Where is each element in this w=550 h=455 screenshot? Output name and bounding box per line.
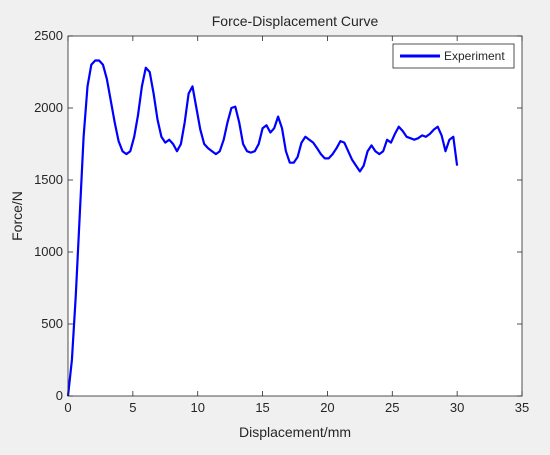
legend: Experiment [392,43,515,69]
x-tick-label: 5 [129,400,136,415]
x-tick-label: 20 [320,400,334,415]
y-tick-label: 2000 [34,100,63,115]
y-tick-label: 1000 [34,244,63,259]
axes-layer [67,35,523,397]
plot-frame [67,35,523,397]
x-tick-label: 10 [190,400,204,415]
series-layer [66,59,459,397]
x-tick-label: 35 [515,400,529,415]
series-line-0 [66,59,459,397]
y-tick-label: 2500 [34,28,63,43]
chart-title: Force-Displacement Curve [212,13,379,29]
y-tick-label: 0 [56,388,63,403]
plot-background [68,36,522,396]
y-tick-label: 1500 [34,172,63,187]
x-tick-label: 30 [450,400,464,415]
x-tick-label: 15 [255,400,269,415]
x-axis-title: Displacement/mm [239,424,351,440]
x-tick-label: 25 [385,400,399,415]
ticks-layer: 0 5 10 15 20 25 30 35 0 500 1000 1500 2000 2500 [34,28,529,415]
x-tick-label: 0 [64,400,71,415]
y-tick-label: 500 [41,316,63,331]
y-axis-title: Force/N [9,191,25,241]
legend-label-experiment: Experiment [444,49,505,63]
